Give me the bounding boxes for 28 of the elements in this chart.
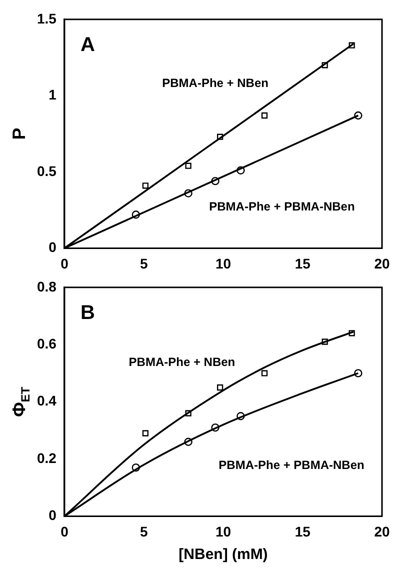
x-tick-label: 10 <box>215 523 232 540</box>
annotation: B <box>80 302 95 324</box>
x-tick-label: 0 <box>60 523 69 540</box>
y-tick-label: 0.2 <box>36 450 57 466</box>
x-tick-label: 15 <box>294 255 311 272</box>
x-tick-label: 20 <box>374 523 390 540</box>
y-axis-title: ΦET <box>8 386 32 417</box>
x-tick-label: 5 <box>140 255 148 272</box>
text: PBMA-Phe + PBMA-NBen <box>218 458 364 472</box>
y-tick-label: 0 <box>48 507 57 524</box>
series-label: PBMA-Phe + NBen <box>128 355 236 370</box>
x-axis-title: [NBen] (mM) <box>178 546 268 564</box>
x-tick-label: 15 <box>294 523 311 540</box>
series-label: PBMA-Phe + PBMA-NBen <box>209 199 355 214</box>
y-tick-label: 1.5 <box>36 10 57 26</box>
y-tick-label: 1 <box>48 86 57 103</box>
y-tick-label: 0.5 <box>36 162 57 179</box>
series-label: PBMA-Phe + NBen <box>162 76 268 90</box>
y-tick-label: 0.4 <box>36 392 57 409</box>
annotation: A <box>80 34 95 56</box>
x-tick-label: 0 <box>60 255 69 272</box>
y-tick-label: 0.6 <box>36 335 57 352</box>
y-tick-label: 0 <box>48 239 57 256</box>
y-axis-title: P <box>8 128 29 140</box>
x-tick-label: 10 <box>215 255 232 272</box>
x-tick-label: 5 <box>140 523 148 540</box>
y-tick-label: 0.8 <box>36 278 57 294</box>
x-tick-label: 20 <box>374 255 390 272</box>
